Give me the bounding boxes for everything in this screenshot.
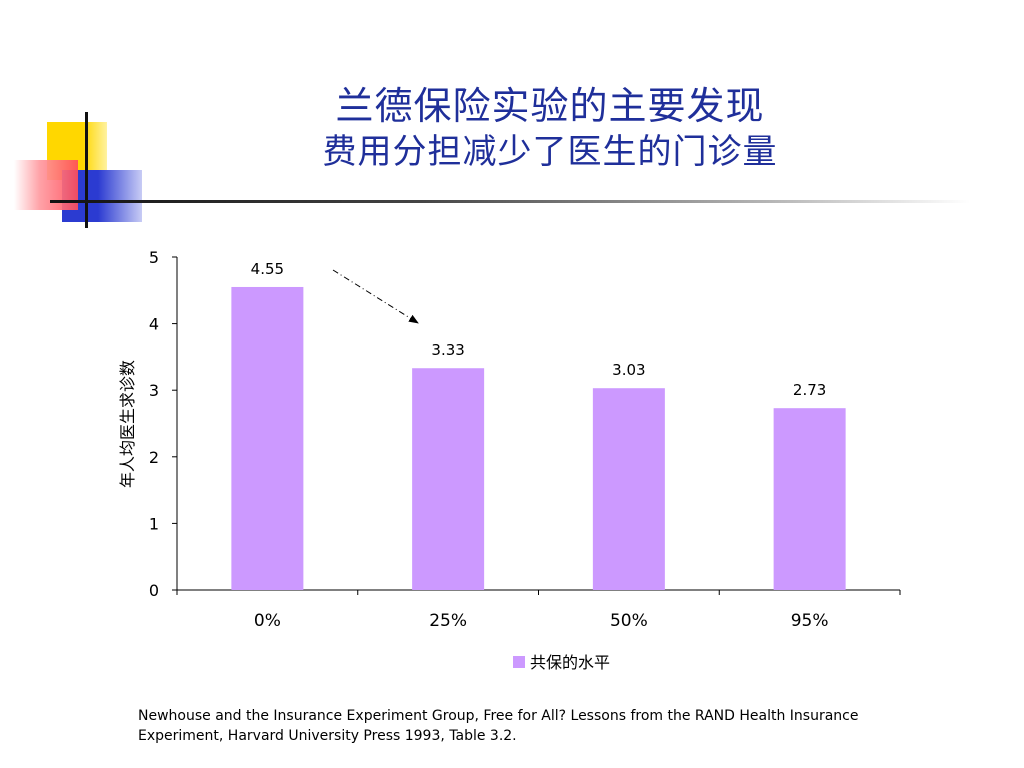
y-tick-label: 0 (149, 581, 159, 600)
title-block: 兰德保险实验的主要发现 费用分担减少了医生的门诊量 (150, 82, 950, 174)
bar (231, 286, 304, 590)
chart-annotation (332, 269, 419, 324)
y-tick-label: 1 (149, 514, 159, 533)
y-tick-label: 4 (149, 315, 159, 334)
slide-title: 兰德保险实验的主要发现 (335, 84, 765, 128)
chart-bars (231, 286, 846, 590)
annotation-arrow (332, 269, 419, 324)
source-line-2: Experiment, Harvard University Press 199… (138, 728, 517, 744)
bar (773, 408, 846, 590)
bar (592, 388, 665, 590)
data-label: 4.55 (251, 260, 284, 278)
source-line-1: Newhouse and the Insurance Experiment Gr… (138, 708, 859, 724)
bar (412, 368, 485, 590)
x-tick-label: 25% (429, 611, 467, 631)
deco-vertical-line (85, 112, 88, 228)
data-label: 3.33 (431, 341, 464, 359)
x-tick-label: 95% (791, 611, 829, 631)
data-label: 3.03 (612, 361, 645, 379)
x-tick-label: 50% (610, 611, 648, 631)
chart-labels: 4.55 0% 3.33 25% 3.03 50% 2.73 95% (251, 260, 829, 631)
chart-legend: 共保的水平 (513, 653, 610, 672)
deco-horizontal-line (50, 200, 970, 203)
y-tick-label: 2 (149, 448, 159, 467)
y-tick-label: 3 (149, 381, 159, 400)
y-tick-label: 5 (149, 248, 159, 267)
x-tick-label: 0% (254, 611, 281, 631)
data-label: 2.73 (793, 381, 826, 399)
slide-subtitle: 费用分担减少了医生的门诊量 (322, 132, 778, 172)
y-axis-label: 年人均医生求诊数 (118, 360, 137, 488)
legend-swatch (513, 656, 525, 668)
legend-label: 共保的水平 (530, 653, 610, 672)
source-citation: Newhouse and the Insurance Experiment Gr… (138, 706, 938, 746)
